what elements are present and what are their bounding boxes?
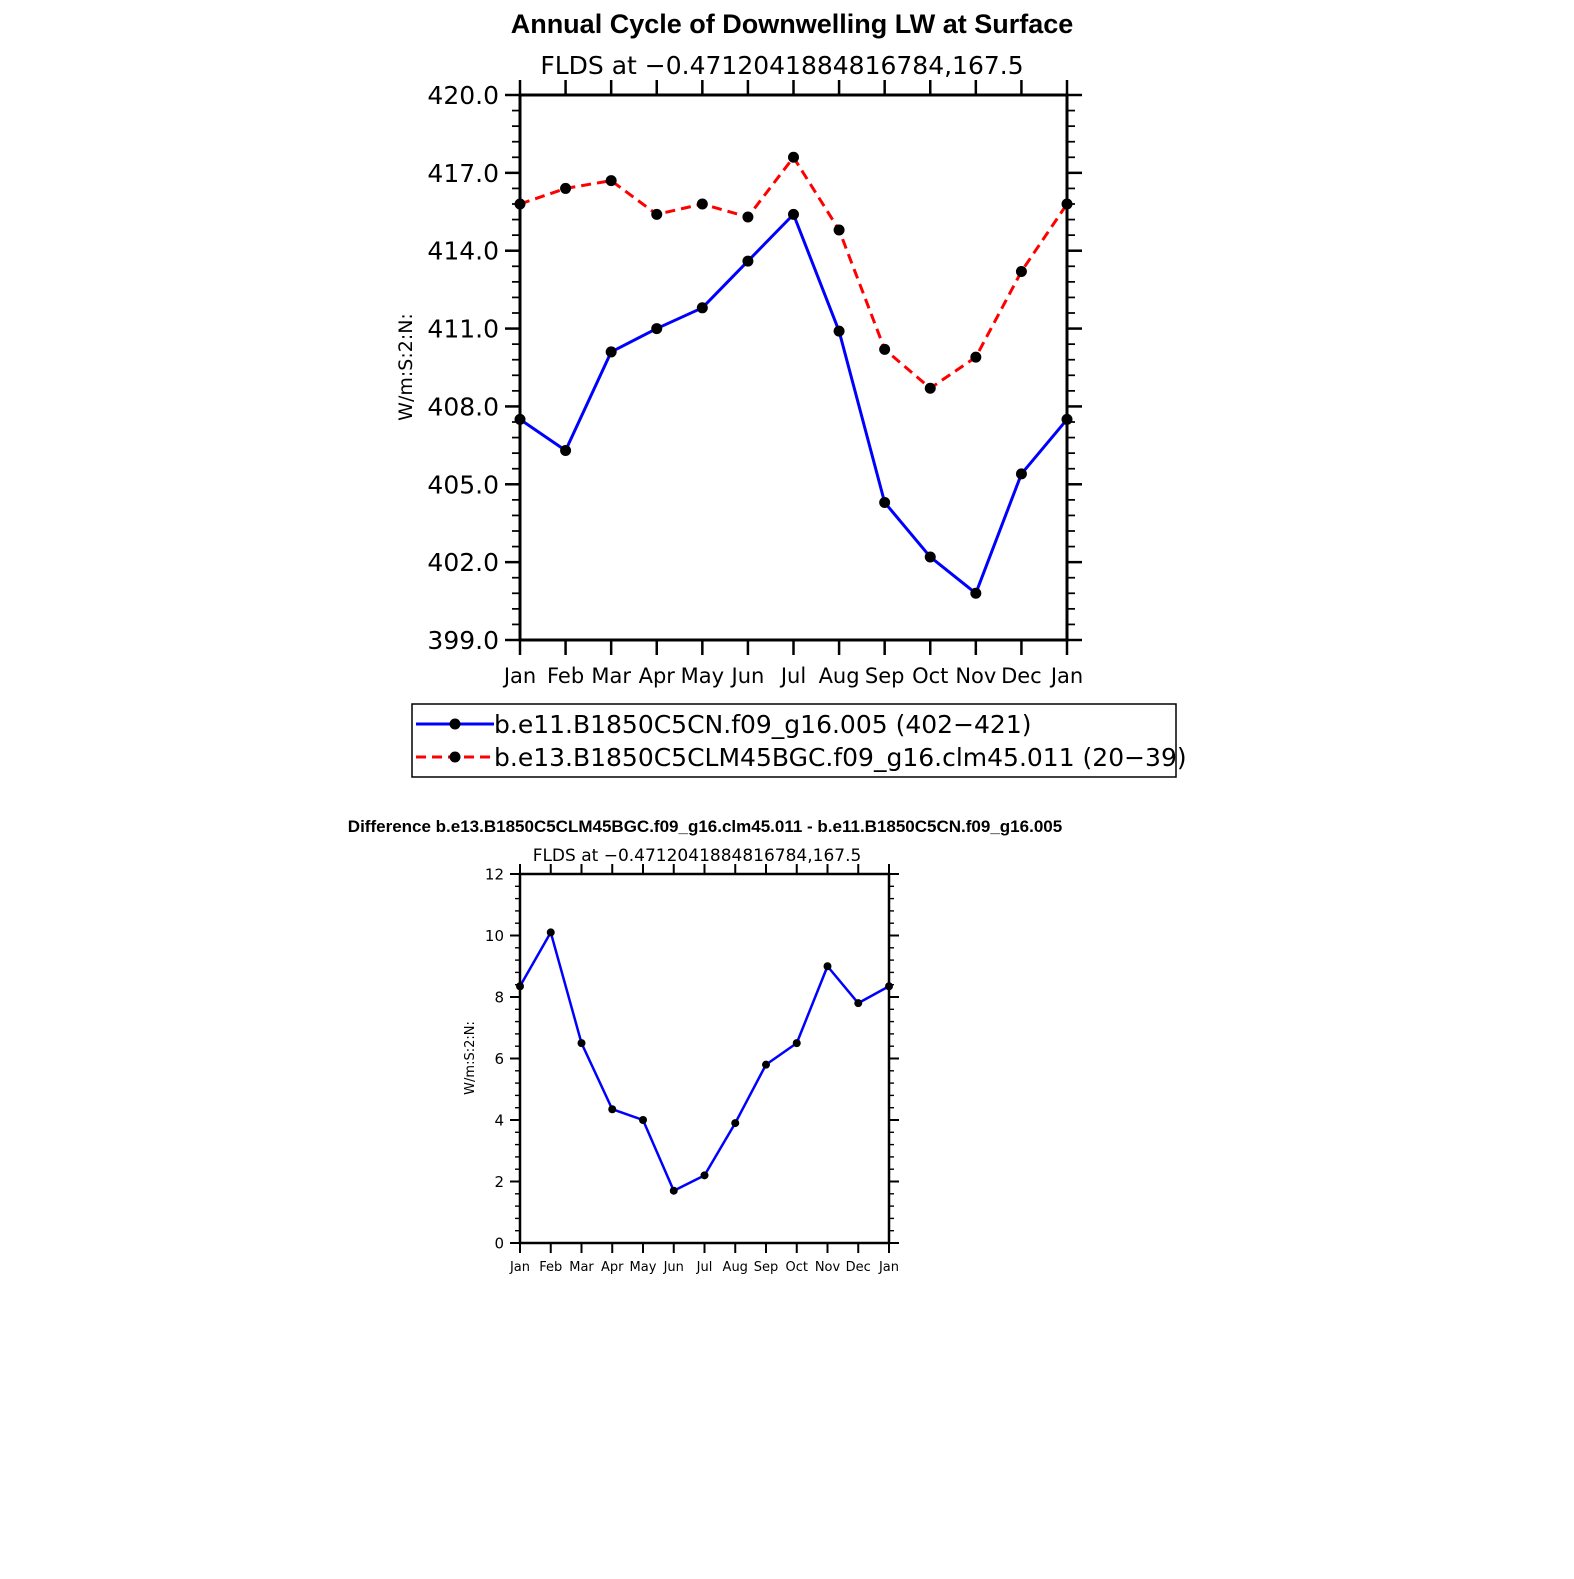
chart-diff-axes: 0 2 4 6 8 10 12 Jan Feb Mar Apr May Jun Jul Aug Sep Oct N… <box>485 864 899 1275</box>
chart-diff-x-tick-label: Dec <box>846 1260 871 1275</box>
chart-main-x-tick-label: Mar <box>591 664 631 688</box>
legend-label-series-1: b.e11.B1850C5CN.f09_g16.005 (402−421) <box>494 710 1032 739</box>
chart-main-series-2-point <box>742 211 754 223</box>
chart-main-series-2-point <box>560 182 572 194</box>
chart-main-series-2-point <box>651 208 663 220</box>
legend-box <box>411 703 1177 778</box>
chart-main-series-2-point <box>788 151 799 163</box>
chart-diff-x-tick-label: Apr <box>601 1260 624 1275</box>
chart-main-x-tick-label: Feb <box>547 664 584 688</box>
chart-diff-y-tick-label: 6 <box>494 1050 504 1068</box>
chart-main-x-tick-label: Jul <box>779 664 806 688</box>
chart-diff-subtitle: FLDS at −0.4712041884816784,167.5 <box>533 846 862 866</box>
chart-main-series-1-point <box>833 325 845 337</box>
chart-main-series-1-point <box>651 323 663 335</box>
chart-main-series-1-point <box>970 587 982 599</box>
chart-main-y-tick-label: 405.0 <box>427 470 499 499</box>
chart-diff-x-tick-label: May <box>630 1260 657 1275</box>
chart-main-series-2-point <box>924 382 936 394</box>
chart-main-axes: 399.0 402.0 405.0 408.0 411.0 414.0 417.0 420.0… <box>427 80 1083 688</box>
chart-main-x-tick-label: May <box>681 664 724 688</box>
chart-main-series-1-point <box>560 445 572 457</box>
chart-diff-x-tick-label: Jan <box>878 1260 899 1275</box>
chart-diff-x-tick-label: Jan <box>509 1260 530 1275</box>
chart-main-x-tick-label: Jun <box>730 664 765 688</box>
chart-diff-y-tick-label: 2 <box>494 1173 504 1191</box>
chart-main-series-1-point <box>742 255 754 267</box>
chart-diff-frame <box>518 872 891 1245</box>
chart-main-x-tick-label: Jan <box>1049 664 1083 688</box>
chart-main-x-tick-label: Oct <box>912 664 948 688</box>
chart-main-x-tick-label: Aug <box>819 664 860 688</box>
chart-main-series-2-point <box>696 198 708 210</box>
chart-main-series <box>514 151 1073 599</box>
chart-main-y-tick-label: 402.0 <box>427 548 499 577</box>
chart-diff-series-1-point <box>700 1171 709 1180</box>
chart-diff-series <box>516 928 893 1195</box>
chart-diff-series-1-point <box>577 1039 586 1048</box>
legend-marker-series-2 <box>449 751 461 763</box>
chart-main-series-1-point <box>696 302 708 314</box>
legend-marker-series-1 <box>449 718 461 730</box>
chart-main-legend: b.e11.B1850C5CN.f09_g16.005 (402−421) b.… <box>411 703 1187 778</box>
chart-main-x-tick-label: Sep <box>865 664 905 688</box>
chart-diff-y-axis-label: W/m:S:2:N: <box>463 1021 478 1095</box>
chart-diff-series-1-point <box>792 1039 801 1048</box>
chart-diff-series-1-point <box>762 1060 770 1069</box>
chart-diff-series-line-1 <box>518 931 890 1192</box>
chart-main-y-tick-label: 408.0 <box>427 392 499 421</box>
chart-main-series-2-point <box>1015 265 1027 277</box>
chart-diff: Difference b.e13.B1850C5CLM45BGC.f09_g16… <box>348 817 1062 1275</box>
chart-main-x-tick-label: Jan <box>502 664 536 688</box>
chart-main-series-line-2 <box>519 155 1069 390</box>
chart-main-series-1-point <box>605 346 617 358</box>
chart-diff-x-tick-label: Oct <box>786 1260 808 1275</box>
chart-diff-y-tick-label: 8 <box>494 988 504 1006</box>
chart-diff-series-1-point <box>608 1105 617 1114</box>
chart-main-series-1-point <box>879 496 891 508</box>
legend-label-series-2: b.e13.B1850C5CLM45BGC.f09_g16.clm45.011 … <box>494 743 1187 772</box>
chart-main-series-1-point <box>788 208 799 220</box>
chart-diff-y-tick-label: 0 <box>494 1234 504 1252</box>
chart-diff-y-tick-label: 12 <box>485 865 504 883</box>
chart-main-subtitle: FLDS at −0.4712041884816784,167.5 <box>540 51 1023 80</box>
chart-main-y-tick-label: 411.0 <box>427 315 499 344</box>
chart-diff-series-1-point <box>731 1119 740 1128</box>
chart-diff-y-tick-label: 10 <box>485 927 504 945</box>
chart-main-y-tick-label: 414.0 <box>427 237 499 266</box>
chart-diff-series-1-point <box>854 999 863 1008</box>
chart-diff-x-tick-label: Aug <box>723 1260 748 1275</box>
chart-main-x-tick-label: Dec <box>1001 664 1042 688</box>
chart-diff-x-tick-label: Mar <box>569 1260 594 1275</box>
chart-main-x-tick-label: Apr <box>639 664 676 688</box>
chart-main-series-2-point <box>879 343 891 355</box>
chart-main-series-2-point <box>833 224 845 236</box>
chart-diff-series-1-point <box>823 962 832 971</box>
chart-main-y-tick-label: 417.0 <box>427 159 499 188</box>
chart-main-series-2-point <box>605 175 617 187</box>
chart-diff-x-tick-label: Sep <box>754 1260 779 1275</box>
chart-diff-x-tick-label: Nov <box>815 1260 841 1275</box>
chart-diff-title: Difference b.e13.B1850C5CLM45BGC.f09_g16… <box>348 817 1062 836</box>
chart-main-y-tick-label: 399.0 <box>427 626 499 655</box>
chart-diff-series-1-point <box>669 1186 678 1195</box>
chart-diff-y-tick-label: 4 <box>494 1111 504 1129</box>
chart-main-y-tick-label: 420.0 <box>427 81 499 110</box>
chart-diff-x-tick-label: Jun <box>663 1260 684 1275</box>
chart-main-series-1-point <box>1015 468 1027 480</box>
chart-main-series-line-1 <box>519 212 1069 595</box>
chart-diff-series-1-point <box>546 928 555 937</box>
chart-main-x-tick-label: Nov <box>955 664 996 688</box>
chart-main: Annual Cycle of Downwelling LW at Surfac… <box>395 9 1083 688</box>
chart-main-title: Annual Cycle of Downwelling LW at Surfac… <box>511 9 1074 39</box>
chart-diff-x-tick-label: Jul <box>696 1260 713 1275</box>
chart-diff-series-1-point <box>639 1116 647 1124</box>
chart-diff-x-tick-label: Feb <box>539 1260 562 1275</box>
chart-main-series-2-point <box>970 351 982 363</box>
chart-main-y-axis-label: W/m:S:2:N: <box>395 313 417 421</box>
chart-main-series-1-point <box>924 551 936 563</box>
chart-main-frame <box>518 93 1069 642</box>
